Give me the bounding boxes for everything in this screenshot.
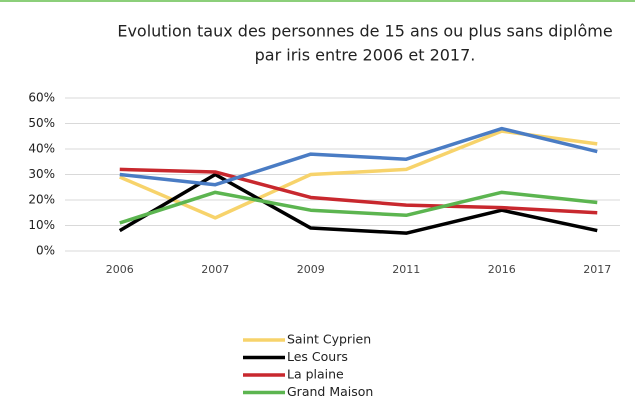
y-tick-label: 50% (28, 116, 55, 130)
series-line (119, 126, 598, 187)
chart-title: par iris entre 2006 et 2017. (255, 46, 476, 65)
x-tick-label: 2011 (392, 263, 420, 276)
y-tick-label: 10% (28, 218, 55, 232)
x-tick-label: 2007 (201, 263, 229, 276)
legend-label: Les Cours (287, 349, 348, 364)
series-line (119, 190, 598, 225)
y-tick-label: 60% (28, 91, 55, 105)
y-tick-label: 20% (28, 193, 55, 207)
x-tick-label: 2016 (488, 263, 516, 276)
y-tick-label: 0% (36, 244, 55, 258)
x-tick-label: 2009 (297, 263, 325, 276)
chart-title: Evolution taux des personnes de 15 ans o… (117, 22, 612, 41)
legend-label: La plaine (287, 367, 344, 382)
legend-label: Grand Maison (287, 384, 373, 399)
legend-label: Saint Cyprien (287, 332, 371, 347)
y-tick-label: 40% (28, 142, 55, 156)
x-tick-label: 2006 (106, 263, 134, 276)
x-tick-label: 2017 (583, 263, 611, 276)
series-line (119, 167, 598, 215)
y-tick-label: 30% (28, 167, 55, 181)
